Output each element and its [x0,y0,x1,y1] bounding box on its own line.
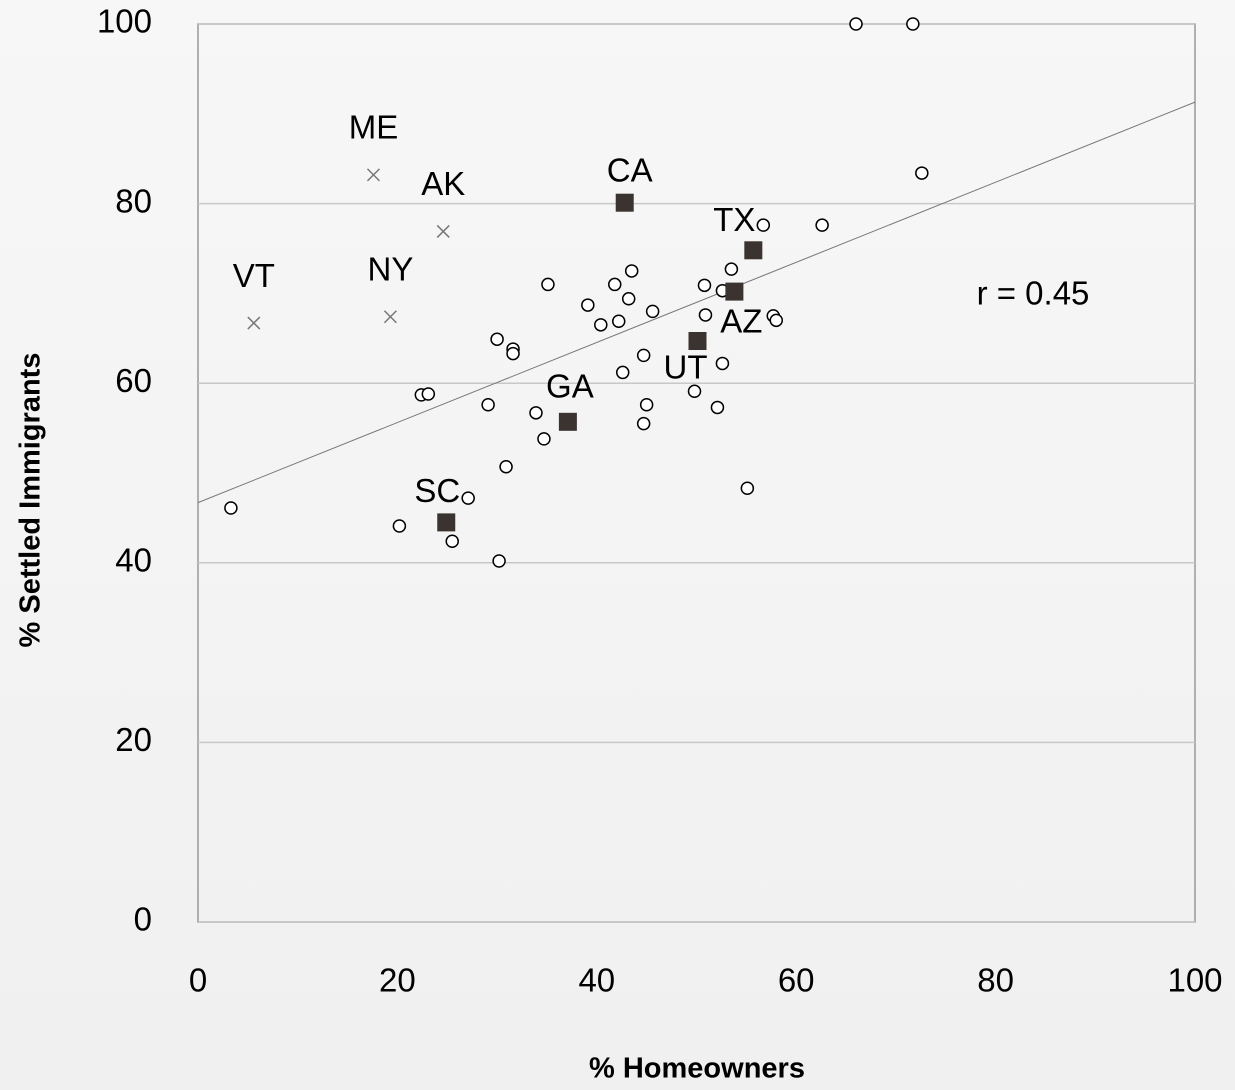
point [541,277,555,292]
x-tick-label: 100 [1167,962,1222,999]
point [697,278,712,293]
point-label: SC [414,472,460,509]
point [724,262,739,276]
point-label: GA [546,368,594,405]
point [687,384,702,399]
y-axis-title: % Settled Immigrants [15,353,47,648]
point [849,17,863,31]
point [688,331,707,350]
x-axis-title: % Homeowners [589,1053,805,1085]
y-tick-label: 80 [115,182,152,219]
point [636,348,651,363]
x-tick-label: 20 [379,962,416,999]
point [392,519,407,533]
point [436,224,450,238]
point [594,318,608,332]
point [769,313,784,328]
point [499,459,513,474]
point [645,304,660,319]
point [437,513,456,532]
point [247,316,261,330]
point [490,332,504,346]
point-label: VT [233,257,275,294]
trend-line [197,101,1196,504]
point [529,406,543,420]
y-tick-label: 0 [134,901,152,938]
point-label: AK [421,165,465,202]
point [744,241,763,260]
point-label: ME [349,109,399,146]
y-tick-label: 100 [97,3,152,40]
point [615,365,630,380]
point [224,501,238,515]
point [636,416,651,431]
point-label: CA [607,151,653,188]
point-label: NY [367,250,413,287]
point [481,398,495,412]
point [581,298,595,312]
point [725,282,744,301]
plot-area [197,23,1196,923]
point [558,412,577,431]
point [383,310,397,324]
point [906,17,920,31]
y-tick-label: 20 [115,721,152,758]
y-tick-label: 60 [115,362,152,399]
point [698,308,713,322]
point [445,534,459,548]
point [461,491,475,505]
point [740,481,755,496]
point [492,554,506,568]
y-tick-label: 40 [115,542,152,579]
point [756,218,771,232]
point [421,387,436,401]
point [366,168,381,182]
point-label: AZ [720,302,762,339]
point [639,398,654,412]
point [506,346,520,361]
point [611,314,626,328]
point [624,264,639,278]
point-label: TX [713,201,755,238]
x-tick-label: 80 [977,962,1014,999]
point [537,432,551,446]
x-tick-label: 40 [578,962,615,999]
x-tick-label: 60 [778,962,815,999]
point [621,292,636,306]
point [710,400,725,415]
point [615,193,634,212]
point [915,166,929,180]
point [607,277,622,292]
point-label: UT [663,349,707,386]
point [815,218,829,232]
point [715,356,730,371]
x-tick-label: 0 [189,962,207,999]
annotation: r = 0.45 [977,275,1090,312]
